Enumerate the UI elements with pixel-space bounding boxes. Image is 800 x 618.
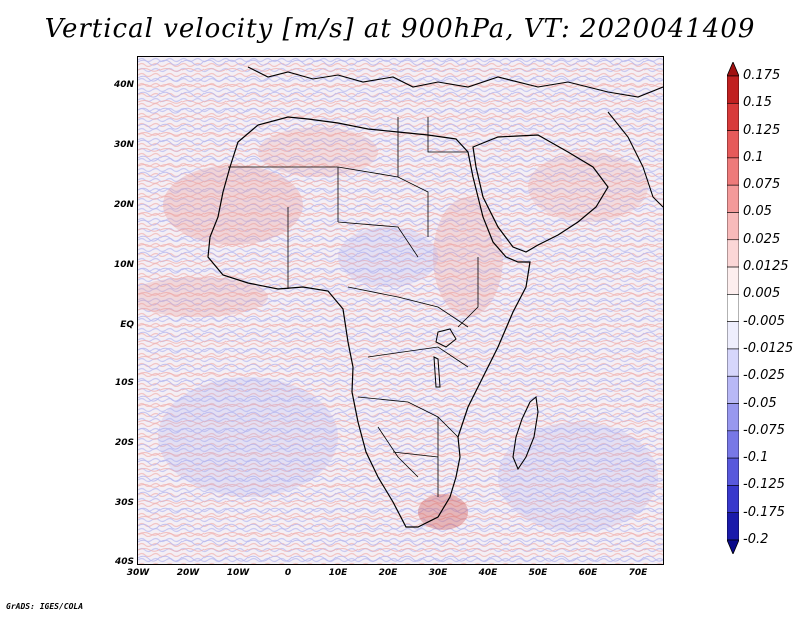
downward-patch [158, 377, 338, 497]
upward-patch [418, 494, 468, 530]
upward-patch [163, 165, 303, 245]
colorbar-label: 0.1 [743, 149, 764, 165]
colorbar-label: -0.175 [743, 504, 785, 520]
coastline-arabia [472, 134, 609, 253]
colorbar-label: 0.005 [743, 286, 781, 302]
colorbar-segment [727, 75, 739, 104]
colorbar-label: -0.005 [743, 313, 785, 329]
colorbar-segment [727, 157, 739, 186]
coastline-africa [207, 116, 531, 528]
y-tick-label: 40N [113, 80, 134, 90]
upward-patch [528, 152, 648, 222]
colorbar-segment [727, 130, 739, 159]
colorbar-segment [727, 348, 739, 377]
colorbar-label: 0.025 [743, 231, 781, 247]
colorbar-label: -0.025 [743, 368, 785, 384]
colorbar-segment [727, 212, 739, 241]
x-tick-label: 10E [328, 568, 348, 578]
colorbar-segment [727, 102, 739, 131]
colorbar [727, 62, 739, 554]
colorbar-label: 0.15 [743, 95, 772, 111]
upward-patch [138, 277, 268, 317]
colorbar-label: -0.2 [743, 532, 769, 547]
colorbar-label: 0.075 [743, 177, 781, 193]
colorbar-label: 0.0125 [743, 259, 789, 275]
colorbar-segment [727, 512, 739, 541]
y-tick-label: 30S [114, 498, 134, 508]
map-plot-area [137, 56, 664, 565]
x-tick-label: 20E [378, 568, 398, 578]
lake-victoria [435, 328, 457, 348]
country-borders [228, 117, 479, 497]
lake-tanganyika [433, 356, 441, 388]
y-tick-label: 30N [113, 140, 134, 150]
x-tick-label: 40E [478, 568, 498, 578]
colorbar-label: -0.0125 [743, 340, 794, 356]
colorbar-segment [727, 266, 739, 295]
colorbar-segment [727, 239, 739, 268]
upward-patch [258, 127, 378, 177]
x-tick-label: 60E [578, 568, 598, 578]
colorbar-label: -0.1 [743, 450, 769, 466]
colorbar-segment [727, 321, 739, 350]
colorbar-label: -0.05 [743, 395, 777, 411]
colorbar-segment [727, 294, 739, 322]
x-tick-label: 10W [226, 568, 250, 578]
colorbar-segment [727, 184, 739, 213]
x-tick-label: 30W [126, 568, 150, 578]
x-tick-label: 20W [176, 568, 200, 578]
credit-text: GrADS: IGES/COLA [6, 602, 84, 611]
colorbar-segment [727, 403, 739, 432]
x-tick-label: 70E [628, 568, 648, 578]
colorbar-label: -0.125 [743, 477, 785, 493]
upward-patch [433, 197, 503, 317]
y-tick-label: 10S [114, 378, 134, 388]
colorbar-segment [727, 375, 739, 404]
coastline-europe [247, 66, 663, 98]
y-tick-label: 20S [114, 438, 134, 448]
map-svg [138, 57, 663, 564]
colorbar-label: 0.05 [743, 204, 772, 220]
velocity-field-overlay [138, 57, 663, 564]
coastline-madagascar [512, 395, 539, 471]
colorbar-label: -0.075 [743, 422, 785, 438]
downward-patch [338, 227, 438, 287]
map-title: Vertical velocity [m/s] at 900hPa, VT: 2… [44, 14, 756, 44]
colorbar-segment [727, 485, 739, 514]
x-tick-label: 50E [528, 568, 548, 578]
coastline-india [607, 111, 663, 208]
y-tick-label: 40S [114, 557, 134, 567]
y-tick-label: EQ [120, 320, 134, 330]
x-tick-label: 0 [284, 568, 292, 578]
downward-patch [498, 422, 658, 532]
x-tick-label: 30E [428, 568, 448, 578]
colorbar-segment [727, 457, 739, 486]
y-tick-label: 20N [113, 200, 134, 210]
colorbar-bottom-arrow [727, 539, 739, 554]
colorbar-segment [727, 430, 739, 459]
colorbar-label: 0.125 [743, 122, 781, 138]
y-tick-label: 10N [113, 260, 134, 270]
colorbar-label: 0.175 [743, 68, 781, 83]
colorbar-top-arrow [727, 62, 739, 77]
